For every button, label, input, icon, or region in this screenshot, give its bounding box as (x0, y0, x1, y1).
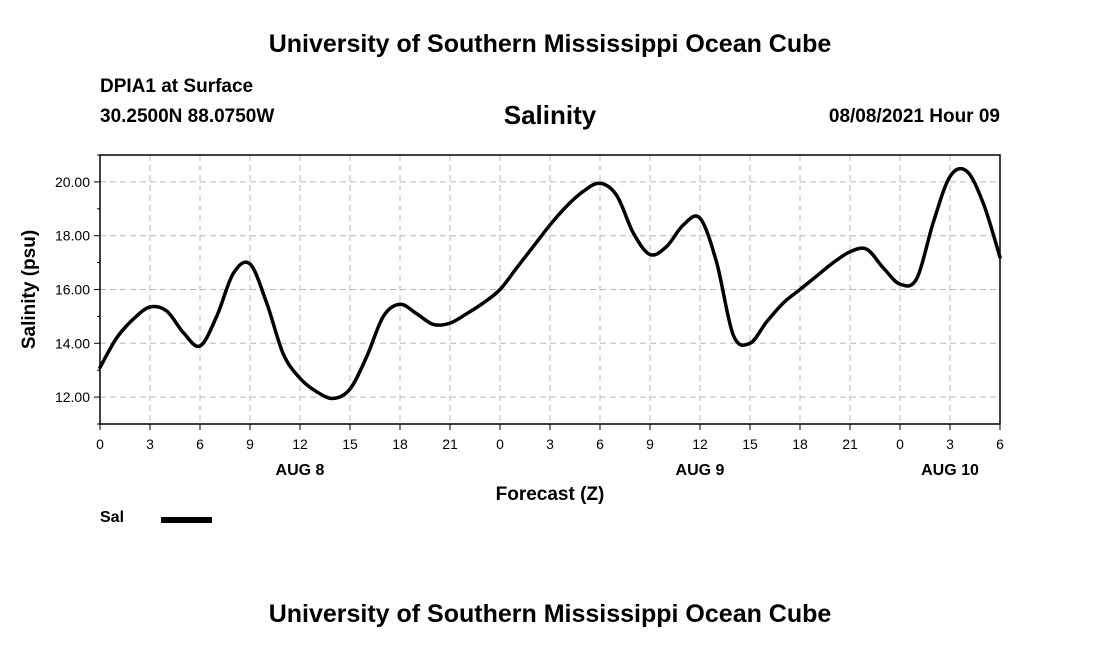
data-point (532, 245, 535, 248)
legend-line-swatch (161, 517, 212, 523)
series-line-sal (98, 166, 1002, 401)
data-point (448, 321, 452, 325)
date-label: AUG 8 (276, 462, 325, 479)
data-point (698, 217, 702, 220)
data-point (582, 190, 585, 193)
x-tick-label: 6 (196, 436, 204, 452)
data-point (332, 397, 335, 400)
x-tick-label: 18 (792, 436, 808, 452)
x-tick-label: 21 (842, 436, 858, 452)
y-tick-label: 18.00 (55, 228, 90, 244)
data-point (782, 301, 785, 305)
data-point (215, 315, 218, 318)
x-axis-label: Forecast (Z) (496, 484, 605, 505)
forecast-datetime: 08/08/2021 Hour 09 (828, 106, 1000, 127)
x-tick-label: 6 (596, 436, 604, 452)
x-tick-label: 3 (546, 436, 554, 452)
data-point (298, 377, 302, 380)
data-point (248, 262, 252, 266)
data-point (932, 221, 935, 224)
x-tick-label: 18 (392, 436, 408, 452)
data-point (182, 331, 185, 334)
data-point (132, 317, 135, 321)
x-tick-label: 15 (342, 436, 358, 452)
data-point (832, 261, 835, 264)
data-point (198, 344, 202, 348)
data-point (98, 366, 102, 369)
x-tick-label: 3 (146, 436, 154, 452)
data-point (465, 312, 468, 315)
data-point (432, 323, 435, 326)
x-tick-label: 21 (442, 436, 458, 452)
data-point (498, 288, 502, 291)
data-point (732, 334, 735, 337)
x-tick-label: 0 (496, 436, 504, 452)
y-tick-label: 16.00 (55, 282, 90, 298)
data-point (682, 223, 685, 227)
data-point (115, 336, 118, 340)
x-tick-label: 0 (96, 436, 104, 452)
data-point (715, 261, 718, 264)
data-point (282, 352, 285, 356)
station-label: DPIA1 at Surface (100, 76, 254, 97)
data-point (798, 288, 802, 291)
chart-title: Salinity (503, 100, 597, 130)
data-point (915, 277, 918, 280)
data-point (965, 169, 968, 173)
data-point (232, 272, 235, 275)
y-tick-label: 14.00 (55, 335, 90, 351)
data-point (615, 194, 618, 197)
data-point (982, 202, 985, 205)
data-point (765, 320, 768, 323)
data-point (848, 250, 852, 254)
date-label: AUG 9 (676, 462, 725, 479)
data-point (382, 315, 385, 318)
x-tick-label: 15 (742, 436, 758, 452)
data-point (348, 387, 352, 391)
data-point (365, 355, 368, 358)
data-point (148, 305, 152, 309)
x-tick-label: 9 (246, 436, 254, 452)
date-label: AUG 10 (921, 462, 979, 479)
data-point (998, 256, 1002, 259)
y-tick-label: 20.00 (55, 174, 90, 190)
data-point (948, 175, 952, 178)
data-point (815, 274, 818, 278)
y-tick-label: 12.00 (55, 389, 90, 405)
x-tick-label: 12 (692, 436, 708, 452)
data-point (398, 303, 402, 306)
data-point (598, 182, 602, 185)
data-point (315, 390, 318, 393)
data-point (515, 266, 518, 270)
data-point (565, 204, 568, 208)
data-point (882, 266, 885, 270)
footer-title: University of Southern Mississippi Ocean… (268, 600, 832, 628)
coordinates-label: 30.2500N 88.0750W (100, 106, 275, 127)
x-tick-label: 12 (292, 436, 308, 452)
data-point (648, 253, 652, 256)
page-title: University of Southern Mississippi Ocean… (268, 30, 832, 58)
x-tick-label: 3 (946, 436, 954, 452)
data-point (482, 301, 485, 305)
x-tick-label: 6 (996, 436, 1004, 452)
y-axis-label: Salinity (psu) (19, 230, 40, 349)
x-tick-label: 0 (896, 436, 904, 452)
data-point (748, 342, 752, 345)
data-point (415, 312, 418, 315)
data-point (165, 309, 168, 313)
data-point (665, 245, 668, 248)
data-point (548, 223, 552, 227)
legend-label: Sal (100, 509, 125, 526)
x-tick-label: 9 (646, 436, 654, 452)
data-point (865, 247, 868, 251)
data-point (265, 301, 268, 305)
data-point (898, 282, 902, 286)
data-point (632, 231, 635, 235)
